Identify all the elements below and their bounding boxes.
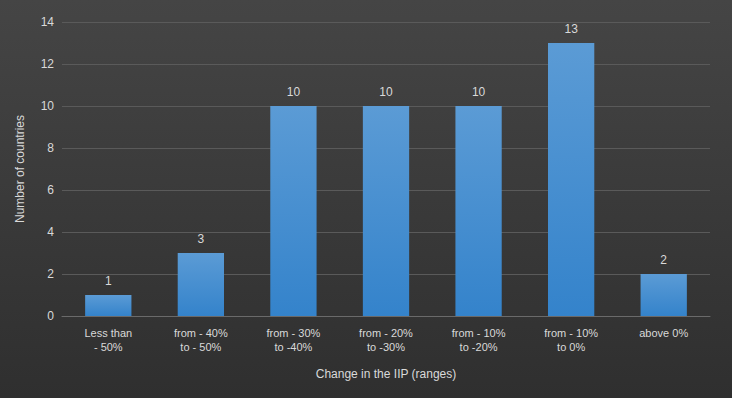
svg-text:8: 8 — [47, 141, 54, 155]
svg-text:to -20%: to -20% — [460, 341, 498, 353]
svg-text:from - 10%: from - 10% — [544, 327, 598, 339]
svg-text:to -30%: to -30% — [367, 341, 405, 353]
svg-text:Number of countries: Number of countries — [13, 115, 27, 223]
svg-text:10: 10 — [472, 85, 486, 99]
svg-text:3: 3 — [198, 232, 205, 246]
svg-text:to 0%: to 0% — [557, 341, 585, 353]
svg-text:1: 1 — [105, 274, 112, 288]
svg-text:above 0%: above 0% — [639, 327, 688, 339]
svg-text:12: 12 — [41, 57, 55, 71]
svg-text:10: 10 — [379, 85, 393, 99]
svg-text:13: 13 — [564, 22, 578, 36]
svg-text:from - 20%: from - 20% — [359, 327, 413, 339]
svg-text:to -40%: to -40% — [274, 341, 312, 353]
svg-text:14: 14 — [41, 15, 55, 29]
svg-text:2: 2 — [660, 253, 667, 267]
svg-text:to - 50%: to - 50% — [180, 341, 221, 353]
svg-text:2: 2 — [47, 267, 54, 281]
svg-text:from - 30%: from - 30% — [267, 327, 321, 339]
svg-text:4: 4 — [47, 225, 54, 239]
svg-text:6: 6 — [47, 183, 54, 197]
svg-text:Change in the IIP (ranges): Change in the IIP (ranges) — [316, 367, 457, 381]
svg-text:- 50%: - 50% — [94, 341, 123, 353]
svg-text:10: 10 — [41, 99, 55, 113]
svg-text:Less than: Less than — [84, 327, 132, 339]
svg-text:10: 10 — [287, 85, 301, 99]
svg-text:from - 10%: from - 10% — [452, 327, 506, 339]
svg-text:from - 40%: from - 40% — [174, 327, 228, 339]
svg-text:0: 0 — [47, 309, 54, 323]
